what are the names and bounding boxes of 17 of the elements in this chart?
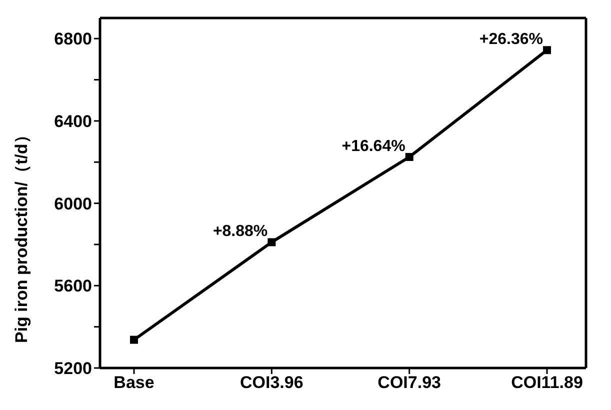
annotation: +16.64% xyxy=(342,138,406,155)
y-tick-label: 5600 xyxy=(54,276,92,296)
x-tick-label: COI11.89 xyxy=(511,373,583,392)
y-axis-title: Pig iron production/（t/d） xyxy=(12,126,32,343)
x-tick-label: COI7.93 xyxy=(378,373,441,392)
x-tick-label: COI3.96 xyxy=(240,373,304,392)
point xyxy=(130,336,138,344)
y-tick-label: 6000 xyxy=(54,194,92,214)
point xyxy=(543,46,551,54)
x-tick-label: Base xyxy=(114,373,154,392)
point xyxy=(268,238,276,246)
y-tick-label: 6800 xyxy=(54,30,92,49)
point xyxy=(405,152,414,161)
annotation: +26.36% xyxy=(479,31,543,48)
y-tick-label: 5200 xyxy=(54,359,92,378)
annotation: +8.88% xyxy=(212,223,268,240)
y-tick-label: 6400 xyxy=(54,112,92,131)
